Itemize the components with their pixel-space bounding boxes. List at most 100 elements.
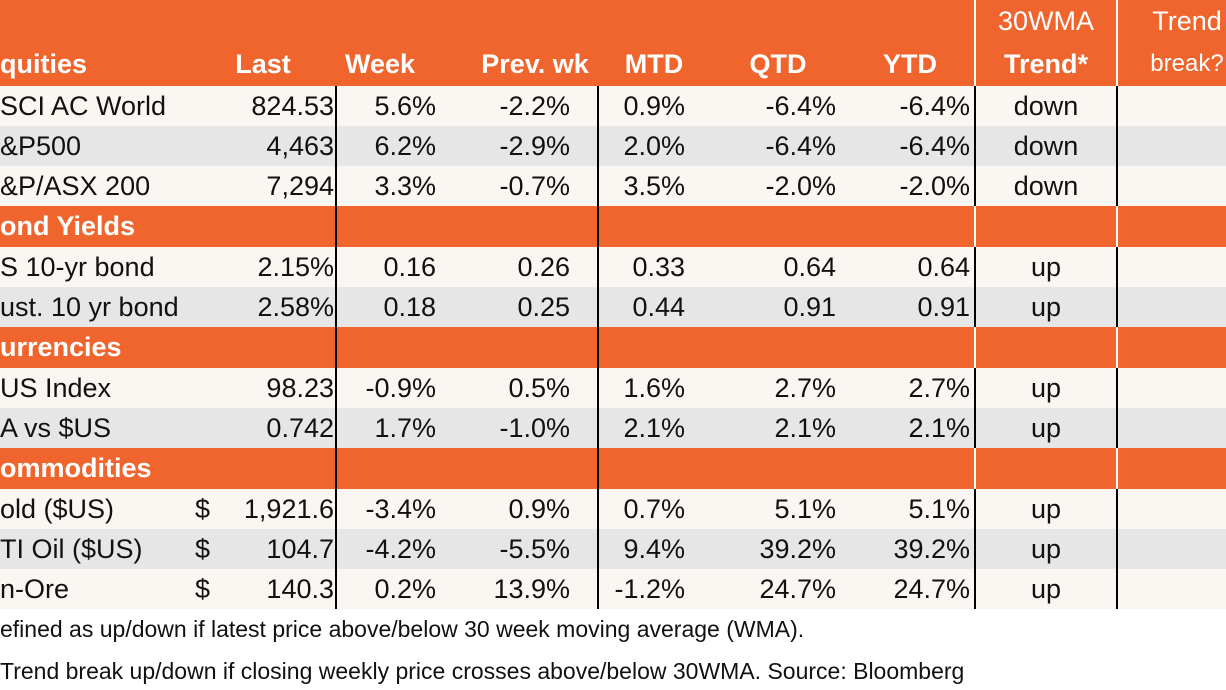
table-row: A vs $US 0.742 1.7% -1.0% 2.1% 2.1% 2.1% up — [0, 408, 1226, 448]
cell-qtd: 5.1% — [774, 493, 836, 524]
table-row: ust. 10 yr bond 2.58% 0.18 0.25 0.44 0.91 0.91… — [0, 287, 1226, 327]
header-last: Last — [235, 48, 291, 79]
cell-break — [1117, 86, 1226, 126]
cell-name: &P/ASX 200 — [0, 170, 151, 201]
cell-last: 4,463 — [266, 130, 334, 161]
cell-name: old ($US) — [0, 493, 115, 524]
cell-mtd: 9.4% — [623, 533, 685, 564]
cell-prev: -2.9% — [499, 130, 570, 161]
footnote-1: efined as up/down if latest price above/… — [0, 616, 805, 642]
cell-trend: down — [1013, 90, 1079, 121]
cell-last: 1,921.6 — [243, 493, 334, 524]
table-row: S 10-yr bond 2.15% 0.16 0.26 0.33 0.64 0.64 up — [0, 247, 1226, 287]
table-row: TI Oil ($US) $104.7 -4.2% -5.5% 9.4% 39.2% 39.… — [0, 529, 1226, 569]
cell-name: A vs $US — [0, 412, 112, 443]
header-column-rule — [1116, 0, 1118, 86]
cell-prev: -2.2% — [499, 90, 570, 121]
cell-break — [1117, 529, 1226, 569]
cell-last: 0.742 — [266, 412, 334, 443]
header-break-line1: Trend — [1152, 5, 1222, 36]
cell-ytd: 0.91 — [917, 291, 970, 322]
cell-break — [1117, 247, 1226, 287]
cell-ytd: 2.1% — [908, 412, 970, 443]
section-title: ond Yields — [0, 211, 136, 241]
cell-last: 7,294 — [266, 170, 334, 201]
cell-break — [1117, 368, 1226, 408]
cell-trend: up — [1030, 533, 1062, 564]
cell-name: n-Ore — [0, 573, 70, 604]
cell-mtd: 0.9% — [623, 90, 685, 121]
header-row-2: quities Last Week Prev. wk MTD QTD YTD T… — [0, 42, 1226, 86]
cell-break — [1117, 408, 1226, 448]
cell-week: 0.18 — [383, 291, 436, 322]
cell-break — [1117, 126, 1226, 166]
cell-qtd: 39.2% — [759, 533, 836, 564]
header-equities: quities — [0, 48, 88, 79]
cell-trend: down — [1013, 170, 1079, 201]
cell-week: 1.7% — [374, 412, 436, 443]
cell-currency — [195, 287, 225, 327]
header-trend-line1: 30WMA — [997, 5, 1095, 36]
cell-prev: 0.9% — [508, 493, 570, 524]
header-trend-line2: Trend* — [1003, 48, 1089, 79]
header-qtd: QTD — [749, 48, 807, 79]
cell-mtd: 0.44 — [632, 291, 685, 322]
cell-currency — [195, 126, 225, 166]
table-row: old ($US) $1,921.6 -3.4% 0.9% 0.7% 5.1% 5.1% up — [0, 489, 1226, 529]
header-prev-week: Prev. wk — [481, 48, 589, 79]
footnote-2: Trend break up/down if closing weekly pr… — [0, 658, 965, 684]
cell-week: -4.2% — [365, 533, 436, 564]
cell-week: 6.2% — [374, 130, 436, 161]
section-column-rule — [1116, 327, 1118, 368]
cell-name: TI Oil ($US) — [0, 533, 143, 564]
cell-trend: up — [1030, 493, 1062, 524]
section-column-rule — [1116, 206, 1118, 247]
section-header: urrencies — [0, 327, 1226, 368]
cell-ytd: 2.7% — [908, 372, 970, 403]
cell-currency — [195, 86, 225, 126]
cell-ytd: 5.1% — [908, 493, 970, 524]
cell-qtd: -6.4% — [765, 90, 836, 121]
section-header: ommodities — [0, 448, 1226, 489]
cell-mtd: 3.5% — [623, 170, 685, 201]
cell-mtd: 0.7% — [623, 493, 685, 524]
cell-prev: 0.5% — [508, 372, 570, 403]
section-column-rule — [1116, 448, 1118, 489]
cell-trend: up — [1030, 372, 1062, 403]
cell-qtd: -6.4% — [765, 130, 836, 161]
cell-currency — [195, 247, 225, 287]
cell-last: 2.15% — [257, 251, 334, 282]
cell-week: -0.9% — [365, 372, 436, 403]
section-title: urrencies — [0, 332, 122, 362]
cell-break — [1117, 166, 1226, 206]
cell-ytd: -2.0% — [899, 170, 970, 201]
cell-prev: -5.5% — [499, 533, 570, 564]
cell-week: 0.2% — [374, 573, 436, 604]
header-ytd: YTD — [883, 48, 937, 79]
cell-trend: up — [1030, 291, 1062, 322]
table-row: &P/ASX 200 7,294 3.3% -0.7% 3.5% -2.0% -2.0% do… — [0, 166, 1226, 206]
cell-week: -3.4% — [365, 493, 436, 524]
column-rule — [597, 86, 599, 609]
cell-qtd: -2.0% — [765, 170, 836, 201]
cell-break — [1117, 569, 1226, 609]
cell-currency: $ — [195, 573, 211, 604]
cell-qtd: 0.91 — [783, 291, 836, 322]
header-week: Week — [344, 48, 416, 79]
column-rule — [335, 86, 337, 609]
cell-mtd: 2.1% — [623, 412, 685, 443]
header-column-rule — [974, 0, 976, 86]
cell-mtd: 1.6% — [623, 372, 685, 403]
section-column-rule — [974, 206, 976, 247]
cell-week: 5.6% — [374, 90, 436, 121]
cell-name: S 10-yr bond — [0, 251, 155, 282]
header-mtd: MTD — [624, 48, 684, 79]
table-row: SCI AC World 824.53 5.6% -2.2% 0.9% -6.4% -6.4… — [0, 86, 1226, 126]
cell-ytd: -6.4% — [899, 130, 970, 161]
cell-currency — [195, 166, 225, 206]
cell-qtd: 24.7% — [759, 573, 836, 604]
cell-name: &P500 — [0, 130, 82, 161]
cell-trend: up — [1030, 251, 1062, 282]
cell-week: 0.16 — [383, 251, 436, 282]
section-title: ommodities — [0, 453, 152, 483]
